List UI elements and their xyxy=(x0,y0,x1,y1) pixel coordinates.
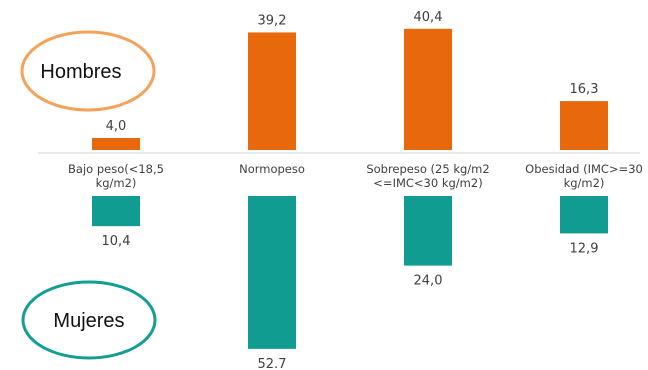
legend-mujeres: Mujeres xyxy=(21,280,157,360)
category-label-3-line-2: <=IMC<30 kg/m2) xyxy=(373,176,482,190)
legend-hombres-label: Hombres xyxy=(40,61,121,83)
hombres-bar-1 xyxy=(92,138,140,150)
legend-mujeres-outline xyxy=(21,280,157,360)
category-label-1-line-1: Bajo peso(<18,5 xyxy=(68,162,164,176)
hombres-bar-3 xyxy=(404,28,452,150)
mujeres-bar-4 xyxy=(560,196,608,234)
hombres-value-label-4: 16,3 xyxy=(570,82,599,97)
hombres-bar-4 xyxy=(560,101,608,150)
legend-hombres-outline xyxy=(20,30,156,112)
mujeres-series: 10,4 52.7 24,0 12,9 xyxy=(92,196,608,370)
category-labels: Bajo peso(<18,5kg/m2)Normopeso Sobrepeso … xyxy=(68,162,643,190)
hombres-value-label-3: 40,4 xyxy=(414,10,443,25)
mujeres-value-label-3: 24,0 xyxy=(414,274,443,289)
category-label-1-line-2: kg/m2) xyxy=(96,176,137,190)
hombres-value-label-1: 4,0 xyxy=(106,119,127,134)
mujeres-value-label-1: 10,4 xyxy=(102,234,131,249)
category-label-2-line-1: Normopeso xyxy=(239,162,305,176)
category-label-3-line-1: Sobrepeso (25 kg/m2 xyxy=(366,162,489,176)
mujeres-bar-2 xyxy=(248,196,296,349)
hombres-series: 4,0 39,2 40,4 16,3 xyxy=(92,10,608,150)
mujeres-value-label-4: 12,9 xyxy=(570,241,599,256)
hombres-value-label-2: 39,2 xyxy=(258,13,287,28)
legend-hombres: Hombres xyxy=(20,30,156,112)
mujeres-bar-1 xyxy=(92,196,140,227)
category-label-4-line-1: Obesidad (IMC>=30 xyxy=(525,162,643,176)
category-label-4-line-2: kg/m2) xyxy=(564,176,605,190)
hombres-bar-2 xyxy=(248,32,296,150)
mujeres-value-label-2: 52.7 xyxy=(258,357,287,370)
legend-mujeres-label: Mujeres xyxy=(53,310,124,332)
mujeres-bar-3 xyxy=(404,196,452,266)
